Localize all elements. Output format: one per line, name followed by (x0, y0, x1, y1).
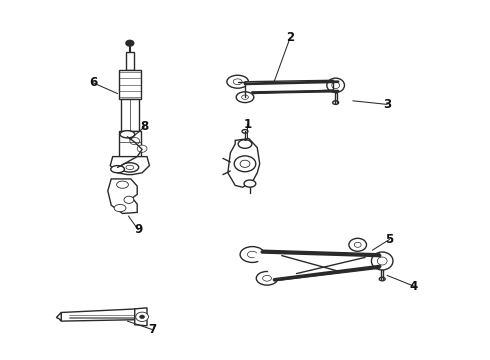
Polygon shape (56, 312, 61, 321)
Ellipse shape (244, 180, 256, 187)
Ellipse shape (124, 196, 134, 203)
Ellipse shape (240, 247, 265, 262)
Bar (119, 131, 141, 157)
Ellipse shape (349, 238, 367, 251)
Ellipse shape (240, 160, 250, 167)
Ellipse shape (377, 257, 387, 265)
Ellipse shape (263, 275, 271, 281)
Ellipse shape (126, 40, 134, 46)
Polygon shape (110, 157, 149, 175)
Text: 4: 4 (410, 280, 418, 293)
Polygon shape (245, 80, 333, 94)
Ellipse shape (242, 130, 248, 133)
Polygon shape (228, 139, 260, 187)
Text: 8: 8 (141, 120, 148, 133)
Ellipse shape (238, 140, 252, 148)
Text: 5: 5 (386, 233, 393, 246)
Polygon shape (135, 308, 147, 326)
Ellipse shape (234, 156, 256, 172)
Bar (119, 70, 141, 99)
Ellipse shape (121, 163, 139, 172)
Text: 3: 3 (383, 98, 391, 111)
Ellipse shape (140, 315, 145, 319)
Text: 7: 7 (148, 323, 156, 336)
Ellipse shape (137, 145, 147, 152)
Text: 9: 9 (134, 223, 142, 236)
Polygon shape (61, 309, 138, 321)
Ellipse shape (236, 92, 254, 103)
Ellipse shape (247, 251, 257, 258)
Ellipse shape (227, 75, 248, 88)
Polygon shape (252, 250, 380, 281)
Ellipse shape (327, 78, 344, 93)
Ellipse shape (114, 204, 126, 212)
Ellipse shape (371, 252, 393, 270)
Ellipse shape (332, 82, 340, 89)
Ellipse shape (120, 131, 135, 138)
Ellipse shape (379, 277, 385, 281)
Ellipse shape (242, 95, 248, 99)
Ellipse shape (333, 101, 339, 104)
Ellipse shape (354, 242, 361, 247)
Ellipse shape (256, 271, 278, 285)
Bar (126, 52, 134, 70)
Bar (121, 99, 139, 131)
Text: 1: 1 (244, 118, 251, 131)
Text: 2: 2 (286, 31, 294, 44)
Ellipse shape (130, 138, 140, 145)
Ellipse shape (136, 312, 148, 321)
Ellipse shape (126, 165, 134, 170)
Ellipse shape (111, 166, 124, 173)
Ellipse shape (117, 181, 128, 188)
Ellipse shape (233, 79, 242, 85)
Polygon shape (108, 179, 137, 213)
Text: 6: 6 (89, 76, 97, 89)
